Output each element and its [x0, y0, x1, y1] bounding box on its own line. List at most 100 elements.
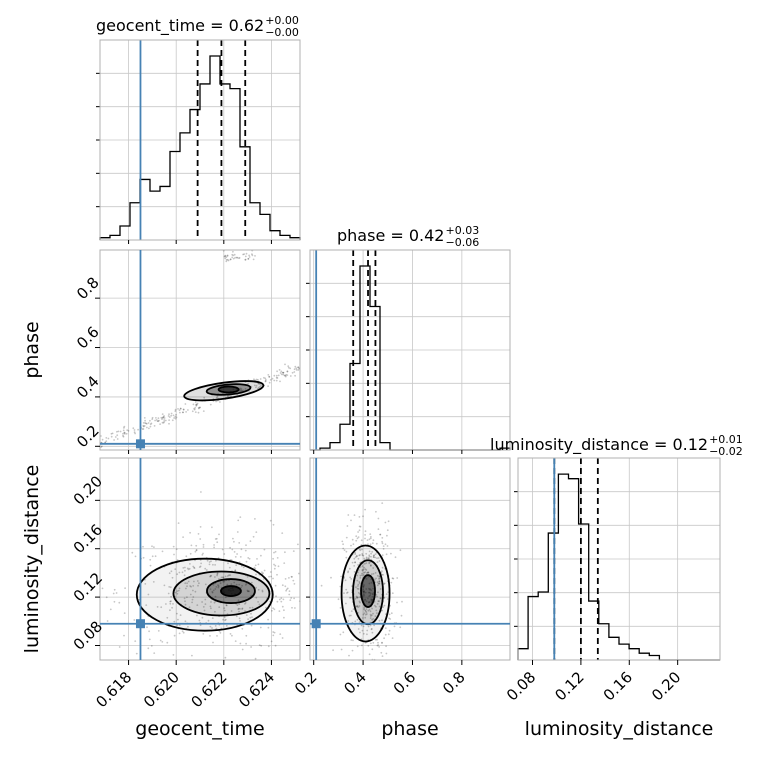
- sample-point: [211, 526, 213, 529]
- sample-point: [274, 550, 277, 553]
- sample-point: [184, 566, 186, 569]
- sample-point: [145, 422, 148, 425]
- sample-point: [356, 597, 358, 599]
- sample-point: [286, 370, 289, 373]
- sample-point: [101, 445, 103, 448]
- sample-point: [371, 542, 374, 545]
- sample-point: [286, 370, 289, 373]
- sample-point: [202, 606, 205, 608]
- sample-point: [175, 416, 178, 419]
- sample-point: [283, 562, 286, 564]
- sample-point: [153, 425, 156, 427]
- sample-point: [241, 648, 244, 651]
- sample-point: [277, 374, 280, 377]
- sample-point: [184, 403, 187, 405]
- sample-point: [357, 564, 359, 566]
- sample-point: [244, 388, 247, 390]
- scatter-luminosity_distance-vs-phase: [320, 502, 403, 661]
- sample-point: [386, 598, 389, 600]
- sample-point: [219, 401, 221, 403]
- panel-grid: [100, 458, 300, 660]
- sample-point: [122, 432, 124, 435]
- sample-point: [227, 259, 230, 262]
- sample-point: [381, 570, 383, 573]
- histogram-step: [310, 265, 511, 451]
- sample-point: [337, 598, 340, 601]
- sample-point: [365, 557, 368, 560]
- sample-point: [107, 437, 110, 440]
- sample-point: [246, 589, 249, 592]
- sample-point: [354, 556, 357, 559]
- sample-point: [141, 428, 144, 430]
- sample-point: [218, 606, 221, 608]
- sample-point: [170, 595, 173, 598]
- sample-point: [156, 606, 159, 608]
- sample-point: [176, 592, 179, 595]
- sample-point: [240, 387, 243, 390]
- sample-point: [390, 581, 393, 584]
- title-superscript: +0.00: [265, 14, 299, 27]
- sample-point: [182, 408, 185, 411]
- sample-point: [252, 535, 255, 538]
- sample-point: [374, 638, 377, 641]
- panel-frame: [99, 457, 301, 661]
- sample-point: [377, 641, 379, 644]
- sample-point: [284, 578, 287, 580]
- sample-point: [358, 554, 361, 557]
- sample-point: [239, 642, 242, 645]
- sample-point: [276, 600, 279, 603]
- sample-point: [253, 378, 255, 381]
- sample-point: [221, 548, 224, 551]
- sample-point: [269, 379, 272, 381]
- sample-point: [161, 418, 163, 420]
- sample-point: [223, 553, 226, 555]
- sample-point: [174, 591, 177, 594]
- sample-point: [156, 420, 159, 422]
- sample-point: [157, 630, 160, 632]
- sample-point: [209, 403, 212, 406]
- sample-point: [363, 566, 366, 569]
- sample-point: [384, 627, 387, 629]
- sample-point: [366, 629, 369, 632]
- sample-point: [382, 573, 384, 576]
- sample-point: [295, 367, 298, 370]
- sample-point: [255, 384, 258, 387]
- sample-point: [233, 581, 236, 584]
- sample-point: [230, 610, 233, 612]
- sample-point: [210, 560, 212, 563]
- sample-point: [170, 600, 172, 602]
- sample-point: [145, 604, 148, 606]
- sample-point: [225, 256, 228, 259]
- sample-point: [184, 600, 186, 603]
- sample-point: [293, 371, 296, 373]
- sample-point: [182, 567, 185, 569]
- sample-point: [216, 572, 219, 575]
- sample-point: [358, 600, 361, 603]
- sample-point: [199, 565, 202, 568]
- sample-point: [123, 427, 125, 429]
- sample-point: [270, 575, 272, 578]
- sample-point: [237, 257, 240, 259]
- sample-point: [354, 561, 356, 564]
- sample-point: [182, 408, 185, 411]
- sample-point: [253, 566, 256, 569]
- title-luminosity_distance: luminosity_distance = 0.12 +0.01−0.02: [490, 433, 743, 458]
- sample-point: [249, 540, 252, 542]
- sample-point: [364, 508, 366, 511]
- sample-point: [229, 574, 232, 576]
- sample-point: [254, 564, 257, 567]
- sample-point: [123, 634, 125, 637]
- sample-point: [151, 555, 154, 558]
- sample-point: [239, 389, 242, 392]
- sample-point: [280, 370, 283, 373]
- sample-point: [378, 646, 380, 648]
- sample-point: [254, 567, 257, 570]
- sample-point: [231, 253, 234, 256]
- sample-point: [239, 620, 241, 622]
- sample-point: [187, 625, 189, 628]
- sample-point: [376, 644, 379, 647]
- sample-point: [360, 624, 363, 627]
- sample-point: [234, 256, 237, 259]
- sample-point: [245, 634, 248, 637]
- sample-point: [189, 585, 192, 587]
